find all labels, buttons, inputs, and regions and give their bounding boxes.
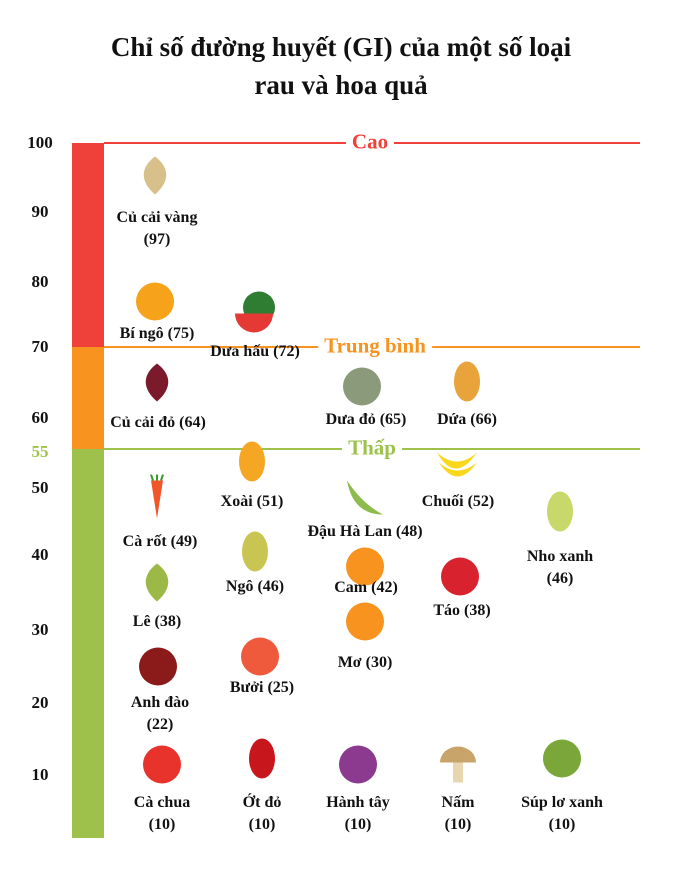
food-name: Dưa đỏ (65) xyxy=(325,411,407,428)
carrot-icon xyxy=(135,474,179,526)
food-label: Hành tây (10) xyxy=(326,792,390,836)
food-label: Dứa (66) xyxy=(437,409,497,431)
turnip-icon xyxy=(133,153,177,204)
axis-tick-label: 100 xyxy=(27,133,53,152)
food-name: Củ cải đỏ (64) xyxy=(110,414,206,431)
food-name: Cam (42) xyxy=(334,579,398,596)
mango-icon xyxy=(230,440,274,491)
pear-icon xyxy=(135,560,179,611)
cherry-icon xyxy=(136,645,180,696)
axis-tick-label: 40 xyxy=(31,545,49,564)
beetroot-icon xyxy=(135,360,179,411)
food-label: Nấm (10) xyxy=(442,792,475,836)
title-line-2: rau và hoa quả xyxy=(254,70,428,100)
food-name: Anh đào xyxy=(130,694,190,711)
food-label: Dưa đỏ (65) xyxy=(326,409,407,431)
low-zone-bar xyxy=(72,449,104,838)
axis-tick-label: 60 xyxy=(31,408,49,427)
food-label: Xoài (51) xyxy=(221,491,284,513)
food-gi-value: (97) xyxy=(143,231,171,248)
food-name: Củ cải vàng xyxy=(116,209,198,226)
food-label: Táo (38) xyxy=(433,600,490,622)
food-gi-value: (10) xyxy=(148,816,176,833)
high-zone-bar xyxy=(72,143,104,347)
banana-icon xyxy=(433,445,477,496)
food-label: Cam (42) xyxy=(334,577,398,599)
medium-zone-bar xyxy=(72,347,104,449)
corn-icon xyxy=(233,530,277,581)
cantaloupe-icon xyxy=(340,365,384,416)
mushroom-icon xyxy=(436,743,480,794)
food-label: Lê (38) xyxy=(133,611,181,633)
medium-zone-label: Trung bình xyxy=(318,333,432,359)
food-name: Nấm xyxy=(441,794,475,811)
food-label: Nho xanh (46) xyxy=(527,546,593,590)
food-label: Củ cải vàng (97) xyxy=(117,207,198,251)
orange-icon xyxy=(343,545,387,596)
food-name: Mơ (30) xyxy=(337,654,393,671)
food-label: Dưa hấu (72) xyxy=(210,341,300,363)
food-name: Đậu Hà Lan (48) xyxy=(307,523,423,540)
food-label: Ngô (46) xyxy=(226,576,284,598)
grape-icon xyxy=(538,490,582,541)
food-name: Cà rốt (49) xyxy=(122,533,198,550)
pineapple-icon xyxy=(445,360,489,411)
food-name: Chuối (52) xyxy=(421,493,495,510)
food-label: Bưởi (25) xyxy=(230,677,294,699)
high-zone-label: Cao xyxy=(345,129,395,155)
food-name: Táo (38) xyxy=(433,602,491,619)
food-label: Mơ (30) xyxy=(338,652,393,674)
watermelon-icon xyxy=(233,290,277,341)
food-gi-value: (22) xyxy=(146,716,174,733)
food-label: Cà rốt (49) xyxy=(123,531,198,553)
broccoli-icon xyxy=(540,737,584,788)
food-label: Đậu Hà Lan (48) xyxy=(307,521,422,543)
tomato-icon xyxy=(140,743,184,794)
title: Chỉ số đường huyết (GI) của một số loại … xyxy=(0,28,682,104)
low-zone-label: Thấp xyxy=(342,435,402,461)
food-name: Bí ngô (75) xyxy=(119,325,195,342)
food-name: Bưởi (25) xyxy=(229,679,295,696)
axis-tick-label: 90 xyxy=(31,202,49,221)
food-name: Lê (38) xyxy=(132,613,182,630)
food-gi-value: (10) xyxy=(548,816,576,833)
axis-tick-label: 70 xyxy=(31,337,49,356)
food-label: Bí ngô (75) xyxy=(120,323,195,345)
food-name: Ngô (46) xyxy=(225,578,285,595)
food-name: Dứa (66) xyxy=(437,411,497,428)
axis-tick-label: 50 xyxy=(31,478,49,497)
food-label: Súp lơ xanh (10) xyxy=(521,792,603,836)
pumpkin-icon xyxy=(133,280,177,331)
food-gi-value: (10) xyxy=(344,816,372,833)
food-label: Anh đào (22) xyxy=(131,692,189,736)
pea-icon xyxy=(343,475,387,526)
axis-tick-label: 10 xyxy=(31,765,49,784)
food-gi-value: (46) xyxy=(546,570,574,587)
food-label: Ớt đỏ (10) xyxy=(243,792,282,836)
grapefruit-icon xyxy=(238,635,282,686)
onion-icon xyxy=(336,743,380,794)
apple-icon xyxy=(438,555,482,606)
food-name: Nho xanh xyxy=(526,548,594,565)
title-line-1: Chỉ số đường huyết (GI) của một số loại xyxy=(110,32,572,62)
food-name: Dưa hấu (72) xyxy=(210,343,300,360)
axis-tick-label: 20 xyxy=(31,693,49,712)
food-gi-value: (10) xyxy=(444,816,472,833)
food-name: Xoài (51) xyxy=(220,493,284,510)
food-label: Cà chua (10) xyxy=(134,792,190,836)
axis-tick-label: 55 xyxy=(31,442,49,461)
apricot-icon xyxy=(343,600,387,651)
food-gi-value: (10) xyxy=(248,816,276,833)
food-label: Chuối (52) xyxy=(422,491,494,513)
food-name: Cà chua xyxy=(133,794,191,811)
axis-tick-label: 30 xyxy=(31,620,49,639)
food-name: Ớt đỏ xyxy=(242,794,282,811)
red-pepper-icon xyxy=(240,737,284,788)
axis-tick-label: 80 xyxy=(31,272,49,291)
food-name: Súp lơ xanh xyxy=(521,794,603,811)
food-name: Hành tây xyxy=(326,794,390,811)
food-label: Củ cải đỏ (64) xyxy=(110,412,206,434)
